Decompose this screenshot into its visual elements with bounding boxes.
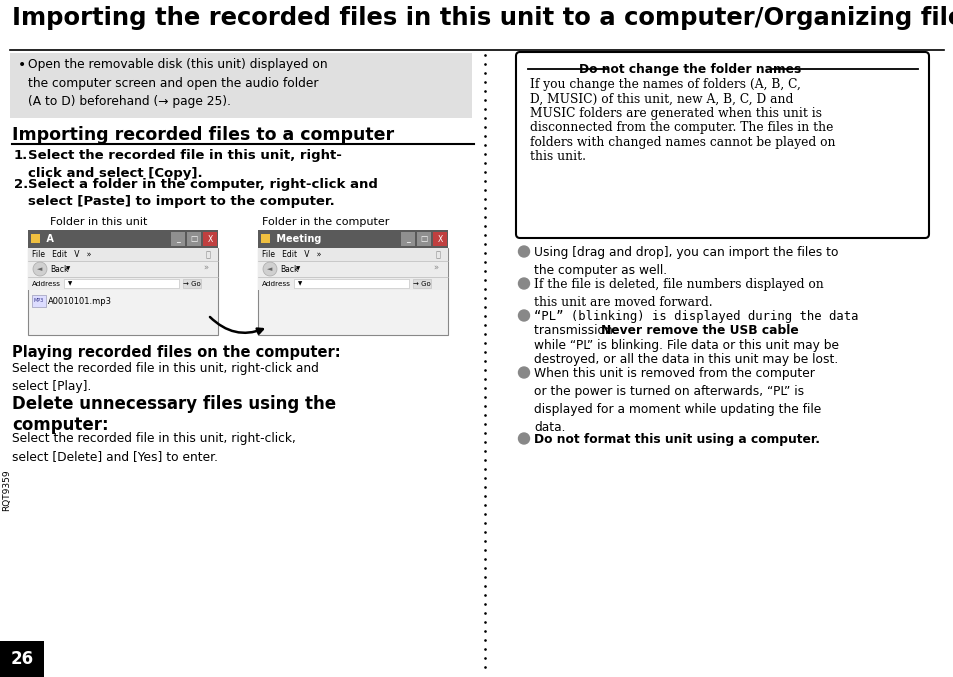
Bar <box>32 295 46 307</box>
Text: If the file is deleted, file numbers displayed on
this unit are moved forward.: If the file is deleted, file numbers dis… <box>534 278 822 309</box>
Circle shape <box>518 246 529 257</box>
Text: MUSIC folders are generated when this unit is: MUSIC folders are generated when this un… <box>530 107 821 120</box>
Text: Using [drag and drop], you can import the files to
the computer as well.: Using [drag and drop], you can import th… <box>534 246 838 277</box>
Text: X: X <box>207 234 213 244</box>
Text: folders with changed names cannot be played on: folders with changed names cannot be pla… <box>530 136 835 149</box>
Text: transmission.: transmission. <box>534 324 619 338</box>
Text: Address: Address <box>32 280 61 286</box>
Bar <box>433 232 447 246</box>
Text: Playing recorded files on the computer:: Playing recorded files on the computer: <box>12 345 340 360</box>
Text: Select a folder in the computer, right-click and
select [Paste] to import to the: Select a folder in the computer, right-c… <box>28 178 377 209</box>
Bar <box>183 279 201 288</box>
FancyBboxPatch shape <box>516 52 928 238</box>
Text: Importing the recorded files in this unit to a computer/Organizing files: Importing the recorded files in this uni… <box>12 6 953 30</box>
Text: Delete unnecessary files using the
computer:: Delete unnecessary files using the compu… <box>12 395 335 434</box>
Text: ▼: ▼ <box>295 267 300 271</box>
Text: → Go: → Go <box>413 280 431 286</box>
Text: Back: Back <box>50 265 69 274</box>
Bar <box>261 234 270 243</box>
Text: A0010101.mp3: A0010101.mp3 <box>48 297 112 305</box>
Text: Address: Address <box>262 280 291 286</box>
Bar <box>257 248 448 335</box>
Text: ▼: ▼ <box>66 267 71 271</box>
Text: File   Edit   V   »: File Edit V » <box>262 250 321 259</box>
Text: 🖼: 🖼 <box>206 250 211 259</box>
Bar <box>413 279 431 288</box>
Text: Never remove the USB cable: Never remove the USB cable <box>600 324 798 338</box>
Text: When this unit is removed from the computer
or the power is turned on afterwards: When this unit is removed from the compu… <box>534 367 821 434</box>
Text: while “PL” is blinking. File data or this unit may be: while “PL” is blinking. File data or thi… <box>534 339 838 352</box>
Text: 🖼: 🖼 <box>436 250 440 259</box>
Bar <box>171 232 185 246</box>
Bar <box>28 248 218 335</box>
Bar <box>28 230 218 248</box>
Text: ◄: ◄ <box>267 266 273 272</box>
Text: Folder in the computer: Folder in the computer <box>262 217 389 227</box>
Text: Meeting: Meeting <box>273 234 321 244</box>
Circle shape <box>518 433 529 444</box>
Circle shape <box>518 278 529 289</box>
Text: File   Edit   V   »: File Edit V » <box>32 250 91 259</box>
Text: Do not change the folder names: Do not change the folder names <box>578 62 801 76</box>
Bar <box>257 277 448 290</box>
Bar <box>187 232 201 246</box>
Text: Open the removable disk (this unit) displayed on
the computer screen and open th: Open the removable disk (this unit) disp… <box>28 58 327 108</box>
Bar <box>28 261 218 277</box>
Circle shape <box>518 310 529 321</box>
Text: •: • <box>18 58 27 72</box>
Text: destroyed, or all the data in this unit may be lost.: destroyed, or all the data in this unit … <box>534 353 838 366</box>
Bar <box>294 279 409 288</box>
Text: Select the recorded file in this unit, right-
click and select [Copy].: Select the recorded file in this unit, r… <box>28 149 341 179</box>
Text: Select the recorded file in this unit, right-click and
select [Play].: Select the recorded file in this unit, r… <box>12 362 318 393</box>
Text: X: X <box>436 234 442 244</box>
Bar <box>64 279 179 288</box>
Text: → Go: → Go <box>183 280 201 286</box>
Circle shape <box>518 367 529 378</box>
Bar <box>203 232 216 246</box>
Text: 1.: 1. <box>14 149 29 162</box>
Circle shape <box>263 262 276 276</box>
Bar <box>416 232 431 246</box>
Text: D, MUSIC) of this unit, new A, B, C, D and: D, MUSIC) of this unit, new A, B, C, D a… <box>530 93 793 106</box>
Text: ▼: ▼ <box>297 281 302 286</box>
Text: this unit.: this unit. <box>530 150 585 164</box>
Text: Folder in this unit: Folder in this unit <box>50 217 147 227</box>
Bar <box>10 53 472 118</box>
Text: disconnected from the computer. The files in the: disconnected from the computer. The file… <box>530 121 833 135</box>
Text: If you change the names of folders (A, B, C,: If you change the names of folders (A, B… <box>530 78 800 91</box>
Text: ◄: ◄ <box>37 266 43 272</box>
Bar <box>0 641 44 677</box>
Text: _: _ <box>406 234 410 244</box>
Text: Select the recorded file in this unit, right-click,
select [Delete] and [Yes] to: Select the recorded file in this unit, r… <box>12 432 295 463</box>
Bar <box>30 234 40 243</box>
Text: »: » <box>203 263 209 273</box>
Text: ▼: ▼ <box>68 281 72 286</box>
Text: 26: 26 <box>10 650 33 668</box>
Text: □: □ <box>191 234 197 244</box>
Bar <box>257 248 448 261</box>
Text: 2.: 2. <box>14 178 29 191</box>
Bar <box>400 232 415 246</box>
Text: _: _ <box>176 234 180 244</box>
Text: Do not format this unit using a computer.: Do not format this unit using a computer… <box>534 433 820 446</box>
Text: Importing recorded files to a computer: Importing recorded files to a computer <box>12 126 394 144</box>
Bar <box>28 277 218 290</box>
Bar <box>28 248 218 261</box>
Text: □: □ <box>420 234 427 244</box>
Bar <box>257 230 448 248</box>
Text: MP3: MP3 <box>34 299 44 303</box>
Text: Back: Back <box>280 265 298 274</box>
Text: »: » <box>433 263 438 273</box>
Circle shape <box>33 262 47 276</box>
Bar <box>257 261 448 277</box>
Text: “PL” (blinking) is displayed during the data: “PL” (blinking) is displayed during the … <box>534 310 858 323</box>
Text: RQT9359: RQT9359 <box>3 469 11 511</box>
Text: A: A <box>43 234 53 244</box>
